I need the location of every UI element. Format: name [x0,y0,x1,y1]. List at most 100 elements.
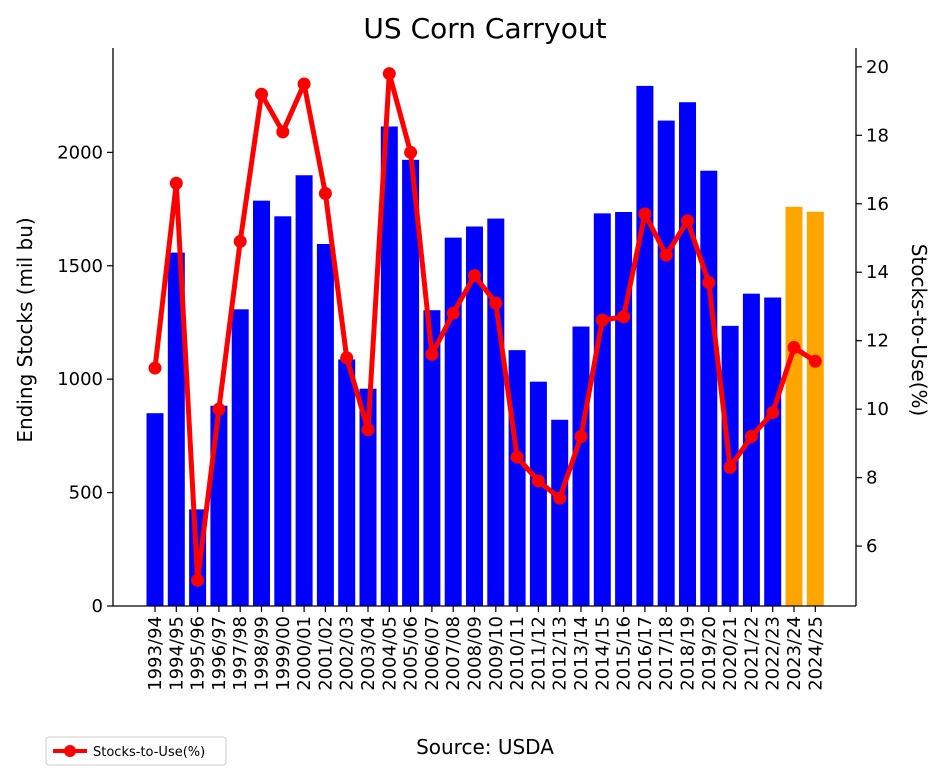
x-axis-ticks: 1993/94 1994/95 1995/96 1996/97 1997/98 1998/… [145,606,826,691]
x-tick-label: 2024/25 [805,616,826,691]
x-tick-label: 2014/15 [592,616,613,691]
bar-2002/03 [338,359,356,606]
left-tick-label: 1000 [57,369,103,390]
stocks-to-use-point-1995/96 [191,573,205,587]
right-tick-label: 10 [866,399,889,420]
left-tick-label: 0 [92,596,103,617]
x-tick-label: 1998/99 [252,616,273,691]
stocks-to-use-point-2020/21 [723,460,737,474]
x-tick-label: 2016/17 [635,616,656,691]
bar-2003/04 [359,388,377,606]
bar-2016/17 [636,85,654,606]
right-tick-label: 18 [866,125,889,146]
legend-label-stocks-to-use: Stocks-to-Use(%) [93,745,205,760]
x-tick-label: 1999/00 [273,616,294,691]
x-tick-label: 1996/97 [209,616,230,691]
bar-1993/94 [146,413,164,606]
bar-2022/23 [764,297,782,606]
right-axis-ticks: 6 8 10 12 14 16 18 20 [856,57,889,557]
stocks-to-use-point-2024/25 [808,354,822,368]
right-tick-label: 8 [866,468,877,489]
right-axis-title: Stocks-to-Use(%) [907,244,931,417]
stocks-to-use-point-2007/08 [446,306,460,320]
bar-2001/02 [316,243,334,607]
stocks-to-use-point-1999/00 [276,125,290,139]
stocks-to-use-point-2005/06 [404,145,418,159]
x-tick-label: 2010/11 [507,616,528,691]
x-tick-label: 2008/09 [465,616,486,691]
x-tick-label: 2004/05 [379,616,400,691]
x-tick-label: 2017/18 [656,616,677,691]
stocks-to-use-point-2016/17 [638,207,652,221]
x-tick-label: 2020/21 [720,616,741,691]
x-tick-label: 2015/16 [614,616,635,691]
x-tick-label: 2023/24 [784,616,805,691]
x-tick-label: 2019/20 [699,616,720,691]
bar-2006/07 [423,310,441,606]
source-note: Source: USDA [416,735,554,759]
x-tick-label: 2003/04 [358,616,379,691]
stocks-to-use-point-1994/95 [169,176,183,190]
x-tick-label: 2001/02 [315,616,336,691]
stocks-to-use-point-2022/23 [766,406,780,420]
bar-2021/22 [742,293,760,606]
stocks-to-use-point-2003/04 [361,423,375,437]
stocks-to-use-point-2013/14 [574,430,588,444]
stocks-to-use-point-2019/20 [702,276,716,289]
left-axis-ticks: 0 500 1000 1500 2000 [57,142,113,617]
x-tick-label: 2013/14 [571,616,592,691]
stocks-to-use-point-2014/15 [595,313,609,327]
left-axis-title: Ending Stocks (mil bu) [13,217,37,442]
stocks-to-use-point-2010/11 [510,450,524,464]
line-series-stocks-to-use [148,67,822,587]
stocks-to-use-point-2021/22 [744,430,758,444]
stocks-to-use-point-1993/94 [148,361,162,375]
x-tick-label: 2018/19 [678,616,699,691]
stocks-to-use-point-2004/05 [382,67,396,81]
bar-2004/05 [380,126,398,606]
stocks-to-use-point-2001/02 [318,186,332,200]
stocks-to-use-line [152,71,817,583]
bar-2017/18 [657,120,675,606]
left-tick-label: 1500 [57,256,103,277]
bar-1997/98 [231,309,249,606]
x-tick-label: 2002/03 [337,616,358,691]
bar-2024/25 [806,211,824,606]
legend-marker-swatch [64,745,76,757]
stocks-to-use-point-1996/97 [212,402,226,416]
right-tick-label: 14 [866,262,889,283]
bar-2013/14 [572,326,590,606]
stocks-to-use-point-2006/07 [425,347,439,361]
stocks-to-use-point-2017/18 [659,248,673,262]
bar-2007/08 [444,237,462,606]
bar-1996/97 [210,405,228,606]
bar-1998/99 [253,200,270,606]
x-tick-label: 1994/95 [166,616,187,691]
x-tick-label: 2022/23 [763,616,784,691]
left-tick-label: 500 [69,483,103,504]
bar-2015/16 [615,212,633,606]
x-tick-label: 2007/08 [443,616,464,691]
bar-2014/15 [593,213,611,607]
bar-2023/24 [785,206,803,606]
x-tick-label: 2005/06 [401,616,422,691]
chart-title: US Corn Carryout [363,12,606,45]
stocks-to-use-point-1997/98 [233,234,247,248]
bar-2018/19 [679,102,696,607]
stocks-to-use-point-2002/03 [340,351,354,365]
legend-frame [45,736,227,766]
x-tick-label: 2006/07 [422,616,443,691]
stocks-to-use-point-2009/10 [489,296,503,310]
bar-2000/01 [295,175,313,606]
x-tick-label: 2012/13 [550,616,571,691]
right-tick-label: 20 [866,57,889,78]
right-tick-label: 12 [866,331,889,352]
bar-2010/11 [508,350,526,606]
stocks-to-use-point-2018/19 [681,214,694,228]
x-tick-label: 2021/22 [741,616,762,691]
legend: Stocks-to-Use(%) [45,736,227,766]
stocks-to-use-point-2011/12 [531,474,545,488]
stocks-to-use-point-2015/16 [617,310,631,324]
right-tick-label: 6 [866,536,877,557]
